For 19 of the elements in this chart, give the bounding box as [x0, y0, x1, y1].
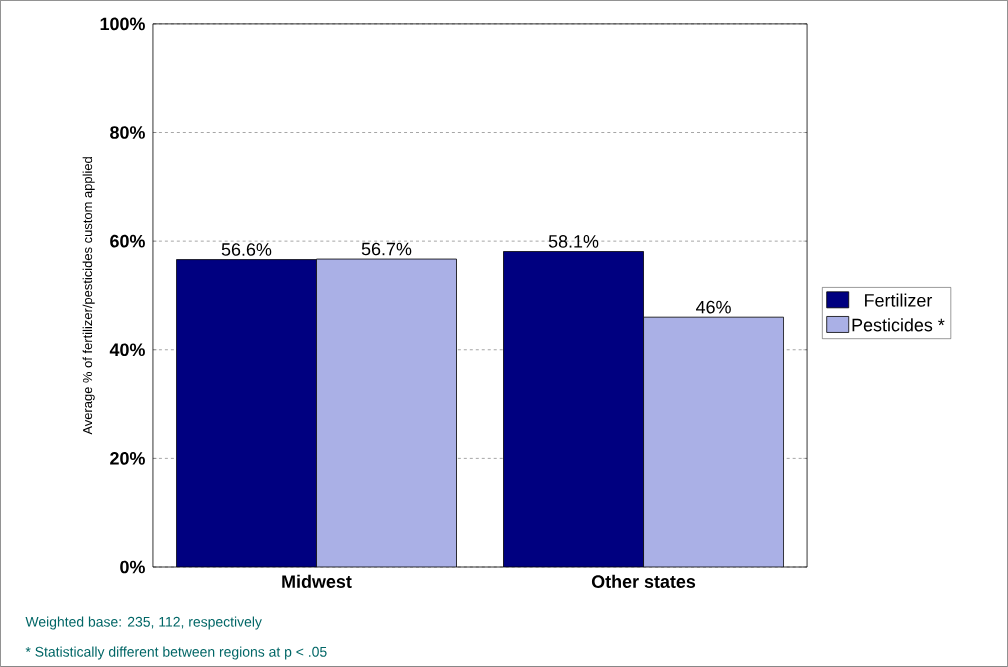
y-tick-label: 80% — [110, 126, 145, 139]
x-tick-label: Other states — [591, 574, 696, 588]
text: * Statistically different between regions at p < .05 — [25, 646, 327, 660]
data-label: 58.1% — [548, 235, 599, 248]
legend-label: Fertilizer — [865, 293, 933, 307]
y-tick-label: 40% — [109, 343, 145, 357]
y-tick-label: 20% — [110, 452, 145, 465]
x-tick-label: Midwest — [282, 574, 352, 588]
y-axis-title: Average % of fertilizer/pesticides custom applied — [82, 157, 95, 435]
y-tick-label: 100% — [100, 17, 145, 31]
data-label: 56.6% — [221, 243, 272, 256]
y-tick-label: 60% — [110, 234, 145, 248]
data-label: 56.7% — [361, 242, 412, 256]
text: Weighted base: 235, 112, respectively — [25, 616, 262, 630]
data-label: 46% — [696, 300, 731, 314]
legend-label: Pesticides * — [852, 318, 945, 332]
bar — [643, 316, 784, 568]
y-tick-label: 0% — [120, 560, 145, 574]
bar — [316, 258, 457, 568]
